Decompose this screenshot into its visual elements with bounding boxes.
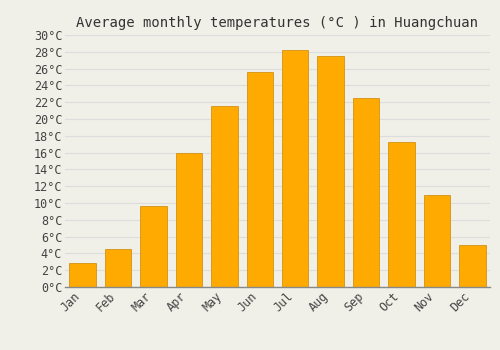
Bar: [318, 56, 344, 287]
Bar: [246, 72, 273, 287]
Bar: [282, 50, 308, 287]
Bar: [140, 205, 167, 287]
Bar: [353, 98, 380, 287]
Bar: [388, 142, 414, 287]
Bar: [459, 245, 485, 287]
Bar: [424, 195, 450, 287]
Title: Average monthly temperatures (°C ) in Huangchuan: Average monthly temperatures (°C ) in Hu…: [76, 16, 478, 30]
Bar: [70, 264, 96, 287]
Bar: [176, 153, 202, 287]
Bar: [105, 249, 132, 287]
Bar: [211, 106, 238, 287]
